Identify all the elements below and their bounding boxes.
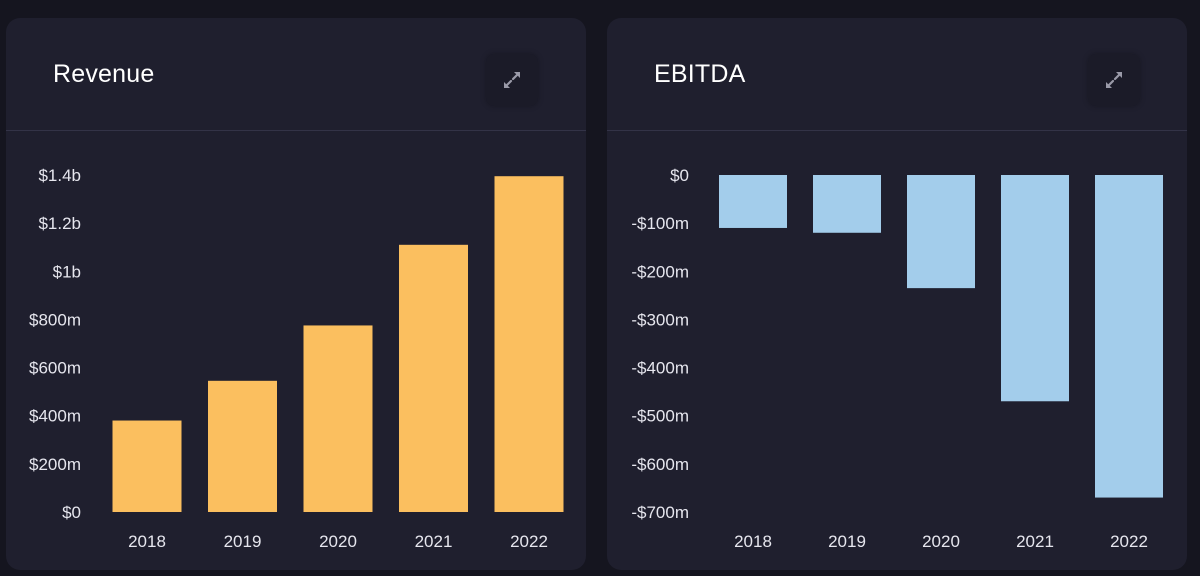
x-tick-label: 2020 [922, 532, 960, 551]
x-tick-label: 2019 [828, 532, 866, 551]
expand-icon [1106, 72, 1122, 88]
y-tick-label: -$100m [631, 214, 689, 233]
bar-2021[interactable] [399, 244, 468, 513]
x-tick-label: 2021 [1016, 532, 1054, 551]
bar-2019[interactable] [208, 380, 277, 512]
bar-2022[interactable] [1095, 175, 1163, 498]
y-tick-label: $1b [53, 262, 81, 281]
y-tick-label: $400m [29, 407, 81, 426]
y-tick-label: -$600m [631, 455, 689, 474]
revenue-chart: $0 $200m $400m $600m $800m $1b $1.2b $1.4b 2018 2… [29, 166, 564, 551]
y-tick-label: -$200m [631, 262, 689, 281]
y-tick-label: -$700m [631, 503, 689, 522]
ebitda-title: EBITDA [654, 60, 746, 88]
revenue-title: Revenue [53, 60, 155, 88]
y-tick-label: $1.4b [38, 166, 81, 185]
revenue-card: Revenue $0 $200m $400m $600m $800m $1b $1.2b $1… [6, 18, 586, 570]
ebitda-expand-button[interactable] [1088, 54, 1140, 106]
x-tick-label: 2018 [734, 532, 772, 551]
bar-2020[interactable] [907, 175, 975, 289]
ebitda-card: EBITDA $0 -$100m -$200m -$300m -$400m -$500m -… [607, 18, 1187, 570]
y-tick-label: $600m [29, 359, 81, 378]
y-tick-label: $800m [29, 310, 81, 329]
y-tick-label: $0 [670, 166, 689, 185]
ebitda-divider [607, 130, 1187, 131]
y-tick-label: $1.2b [38, 214, 81, 233]
x-tick-label: 2022 [510, 532, 548, 551]
x-tick-label: 2022 [1110, 532, 1148, 551]
x-tick-label: 2021 [415, 532, 453, 551]
y-tick-label: $200m [29, 455, 81, 474]
revenue-expand-button[interactable] [486, 54, 538, 106]
expand-icon [504, 72, 520, 88]
bar-2022[interactable] [494, 176, 564, 513]
x-tick-label: 2020 [319, 532, 357, 551]
y-tick-label: -$300m [631, 310, 689, 329]
revenue-divider [6, 130, 586, 131]
x-tick-label: 2019 [224, 532, 262, 551]
y-tick-label: $0 [62, 503, 81, 522]
bar-2019[interactable] [813, 175, 881, 233]
bar-2018[interactable] [719, 175, 787, 228]
bar-2018[interactable] [112, 420, 182, 512]
ebitda-chart: $0 -$100m -$200m -$300m -$400m -$500m -$600m -$… [631, 166, 1163, 551]
x-tick-label: 2018 [128, 532, 166, 551]
bar-2020[interactable] [303, 325, 373, 512]
bar-2021[interactable] [1001, 175, 1069, 402]
y-tick-label: -$400m [631, 359, 689, 378]
y-tick-label: -$500m [631, 407, 689, 426]
